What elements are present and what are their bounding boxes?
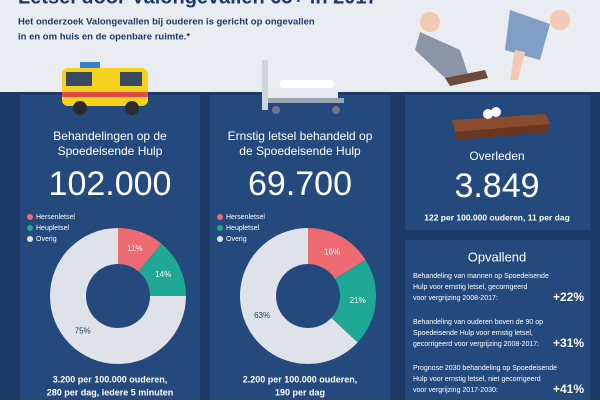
panel-title: Spoedeisende Hulp — [58, 144, 163, 158]
panel-total: 69.700 — [248, 165, 352, 203]
legend-label: Hersenletsel — [36, 214, 75, 221]
legend-swatch — [217, 236, 223, 242]
ambulance-icon — [62, 62, 148, 115]
panel-title: Behandelingen op de — [53, 129, 167, 143]
donut-segment — [308, 228, 366, 279]
intro: Het onderzoek Valongevallen bij ouderen … — [18, 17, 315, 28]
legend-swatch — [27, 214, 33, 220]
legend-swatch — [217, 214, 223, 220]
highlight-value: +22% — [553, 290, 584, 304]
panel-footer: 280 per dag, iedere 5 minuten — [47, 387, 174, 397]
legend-swatch — [27, 225, 33, 231]
legend-label: Overig — [226, 236, 247, 243]
panel-title: de Spoedeisende Hulp — [239, 144, 361, 158]
legend-label: Heupletsel — [36, 225, 70, 232]
panel-total: 3.849 — [454, 167, 539, 205]
highlight-text: Prognose 2030 behandeling op Spoedeisend… — [413, 365, 557, 372]
bed-icon — [262, 60, 344, 114]
panel — [405, 240, 590, 400]
intro: in en om huis en de openbare ruimte.* — [18, 32, 190, 43]
highlight-text: Spoedeisende Hulp voor ernstig letsel, — [413, 330, 533, 337]
highlight-text: Hulp voor ernstig letsel, gecorrigeerd — [413, 284, 527, 291]
highlight-text: gecorrigeerd voor vergrijzing 2008-2017: — [413, 341, 539, 348]
coffin-icon — [452, 107, 550, 140]
highlight-text: voor vergrijzing 2008-2017: — [413, 295, 498, 302]
donut-segment — [239, 228, 358, 365]
highlights-title: Opvallend — [468, 249, 527, 264]
highlight-value: +41% — [553, 382, 584, 396]
donut-segment — [331, 259, 377, 343]
highlight-text: Behandeling van ouderen boven de 90 op — [413, 319, 543, 326]
highlight-text: voor vergrijzing 2017-2030: — [413, 387, 498, 394]
panel-title: Overleden — [469, 149, 524, 163]
highlight-text: Hulp voor ernstig letsel, niet gecorrige… — [413, 376, 541, 383]
panel-footer: 190 per dag — [275, 387, 325, 397]
panel-footer: 2.200 per 100.000 ouderen, — [243, 374, 358, 384]
donut-segment — [138, 243, 186, 296]
legend-swatch — [217, 225, 223, 231]
segment-label: 21% — [350, 296, 366, 305]
legend-label: Overig — [36, 236, 57, 243]
title: Letsel door Valongevallen 65+ in 2017 — [18, 0, 378, 8]
panel-title: Ernstig letsel behandeld op — [228, 129, 373, 143]
legend-label: Heupletsel — [226, 225, 260, 232]
segment-label: 16% — [324, 247, 340, 256]
panel-footer: 3.200 per 100.000 ouderen, — [53, 374, 168, 384]
donut-segment — [118, 228, 162, 272]
panel-footer: 122 per 100.000 ouderen, 11 per dag — [424, 212, 570, 222]
legend-swatch — [27, 236, 33, 242]
segment-label: 75% — [75, 326, 91, 335]
segment-label: 11% — [127, 244, 142, 253]
panel-total: 102.000 — [49, 165, 172, 203]
donut-segment — [50, 228, 186, 364]
legend-label: Hersenletsel — [226, 214, 265, 221]
elderly-illustration — [415, 10, 570, 86]
segment-label: 14% — [155, 270, 171, 279]
segment-label: 63% — [254, 311, 270, 320]
highlight-value: +31% — [553, 336, 584, 350]
highlight-text: Behandeling van mannen op Spoedeisende — [413, 273, 549, 280]
